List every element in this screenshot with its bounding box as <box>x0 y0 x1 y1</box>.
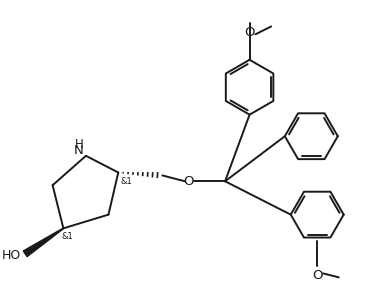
Text: &1: &1 <box>120 177 132 186</box>
Text: HO: HO <box>2 249 21 262</box>
Text: O: O <box>312 269 323 283</box>
Text: N: N <box>74 144 84 157</box>
Polygon shape <box>23 228 64 257</box>
Text: O: O <box>183 175 194 188</box>
Text: O: O <box>244 27 255 39</box>
Text: &1: &1 <box>61 232 73 241</box>
Text: H: H <box>75 138 83 150</box>
